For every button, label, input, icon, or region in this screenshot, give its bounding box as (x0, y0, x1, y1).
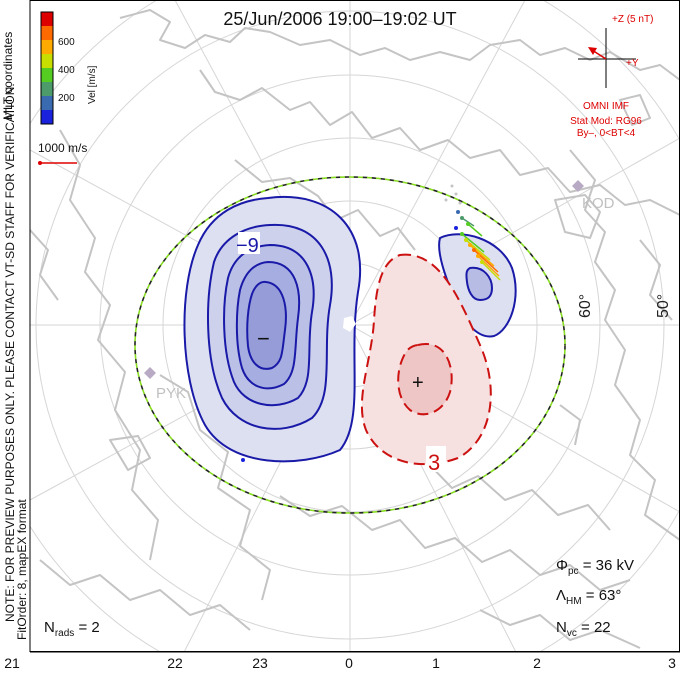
map-title: 25/Jun/2006 19:00–19:02 UT (223, 9, 456, 29)
colorbar-tick-400: 400 (58, 65, 75, 76)
colorbar-swatch (41, 40, 53, 54)
preview-note: NOTE: FOR PREVIEW PURPOSES ONLY. PLEASE … (3, 83, 17, 622)
n-rads-stat: Nrads = 2 (44, 619, 100, 639)
coordinate-system-label: MLT coordinates (1, 32, 15, 120)
station-pyk: PYK (144, 367, 186, 402)
fit-order-note: FitOrder: 8, mapEX format (15, 499, 29, 640)
station-label-kod: KOD (582, 195, 615, 212)
mlt-tick-1: 1 (432, 655, 440, 671)
mlt-tick-0: 0 (345, 655, 353, 671)
pole-marker (343, 316, 356, 332)
colorbar-swatch (41, 82, 53, 96)
imf-source: OMNI IMF (583, 101, 629, 112)
colorbar-swatch (41, 54, 53, 68)
mlt-tick-22: 22 (167, 655, 183, 671)
colorbar-tick-600: 600 (58, 37, 75, 48)
minimum-marker: − (257, 326, 270, 351)
lambda-hm-stat: ΛHM = 63° (556, 587, 621, 607)
latitude-label-60: 60° (577, 294, 594, 318)
velocity-colorbar: 600 400 200 Vel [m/s] (40, 11, 98, 125)
stat-model: Stat Mod: RG96 (570, 116, 642, 127)
reference-vector: 1000 m/s (38, 141, 87, 165)
negative-potential-cell (183, 195, 362, 463)
statistics: Φpc = 36 kV ΛHM = 63° Nvc = 22 Nrads = 2 (44, 557, 634, 639)
mlt-tick-23: 23 (252, 655, 268, 671)
positive-contour-label: 3 (428, 450, 440, 475)
colorbar-tick-200: 200 (58, 93, 75, 104)
hm-boundary (134, 176, 566, 514)
maximum-marker: + (412, 372, 424, 394)
station-kod: KOD (572, 180, 615, 212)
mlt-tick-3: 3 (668, 655, 676, 671)
phi-pc-stat: Φpc = 36 kV (556, 557, 634, 577)
station-label-pyk: PYK (156, 385, 186, 402)
colorbar-label: Vel [m/s] (87, 65, 98, 104)
negative-contour-label: −9 (236, 235, 259, 257)
imf-condition: By–, 0<BT<4 (577, 128, 636, 139)
positive-potential-cell (360, 253, 492, 472)
latitude-label-50: 50° (655, 294, 672, 318)
dawn-negative-cell (438, 233, 517, 338)
reference-vector-label: 1000 m/s (38, 141, 87, 155)
colorbar-swatch (41, 110, 53, 124)
mlt-tick-21: 21 (4, 655, 20, 671)
mlt-axis: 21 22 23 0 1 2 3 (4, 651, 680, 671)
colorbar-swatch (41, 12, 53, 26)
coastlines (30, 9, 680, 649)
colorbar-swatch (41, 68, 53, 82)
vector-origin-dots (241, 184, 484, 462)
imf-dial: +Z (5 nT) +Y OMNI IMF Stat Mod: RG96 By–… (570, 14, 653, 139)
colorbar-swatch (41, 26, 53, 40)
colorbar-swatch (41, 96, 53, 110)
mlt-tick-2: 2 (533, 655, 541, 671)
imf-bz-label: +Z (5 nT) (612, 14, 653, 25)
imf-by-label: +Y (626, 58, 639, 69)
